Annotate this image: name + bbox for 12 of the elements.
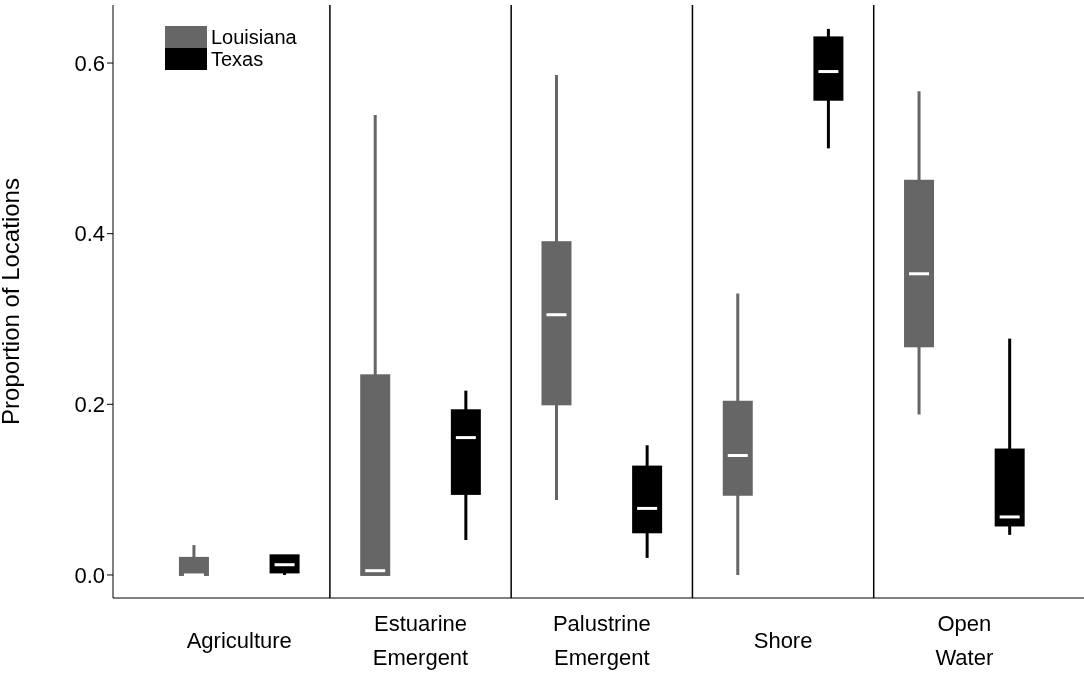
legend-label: Texas	[211, 48, 264, 70]
y-tick-label: 0.6	[74, 50, 105, 76]
y-tick-label: 0.4	[74, 221, 105, 247]
legend-label: Louisiana	[211, 26, 297, 48]
y-axis-title: Proportion of Locations	[0, 178, 24, 425]
x-tick-label: Agriculture	[186, 628, 292, 653]
y-tick-label: 0.2	[74, 392, 105, 418]
x-tick-label: Palustrine Emergent	[552, 611, 651, 670]
x-tick-label: Open Water	[935, 611, 994, 670]
x-tick-label: Estuarine Emergent	[372, 611, 469, 670]
x-tick-label: Shore	[753, 628, 813, 653]
y-tick-label: 0.0	[74, 562, 105, 588]
